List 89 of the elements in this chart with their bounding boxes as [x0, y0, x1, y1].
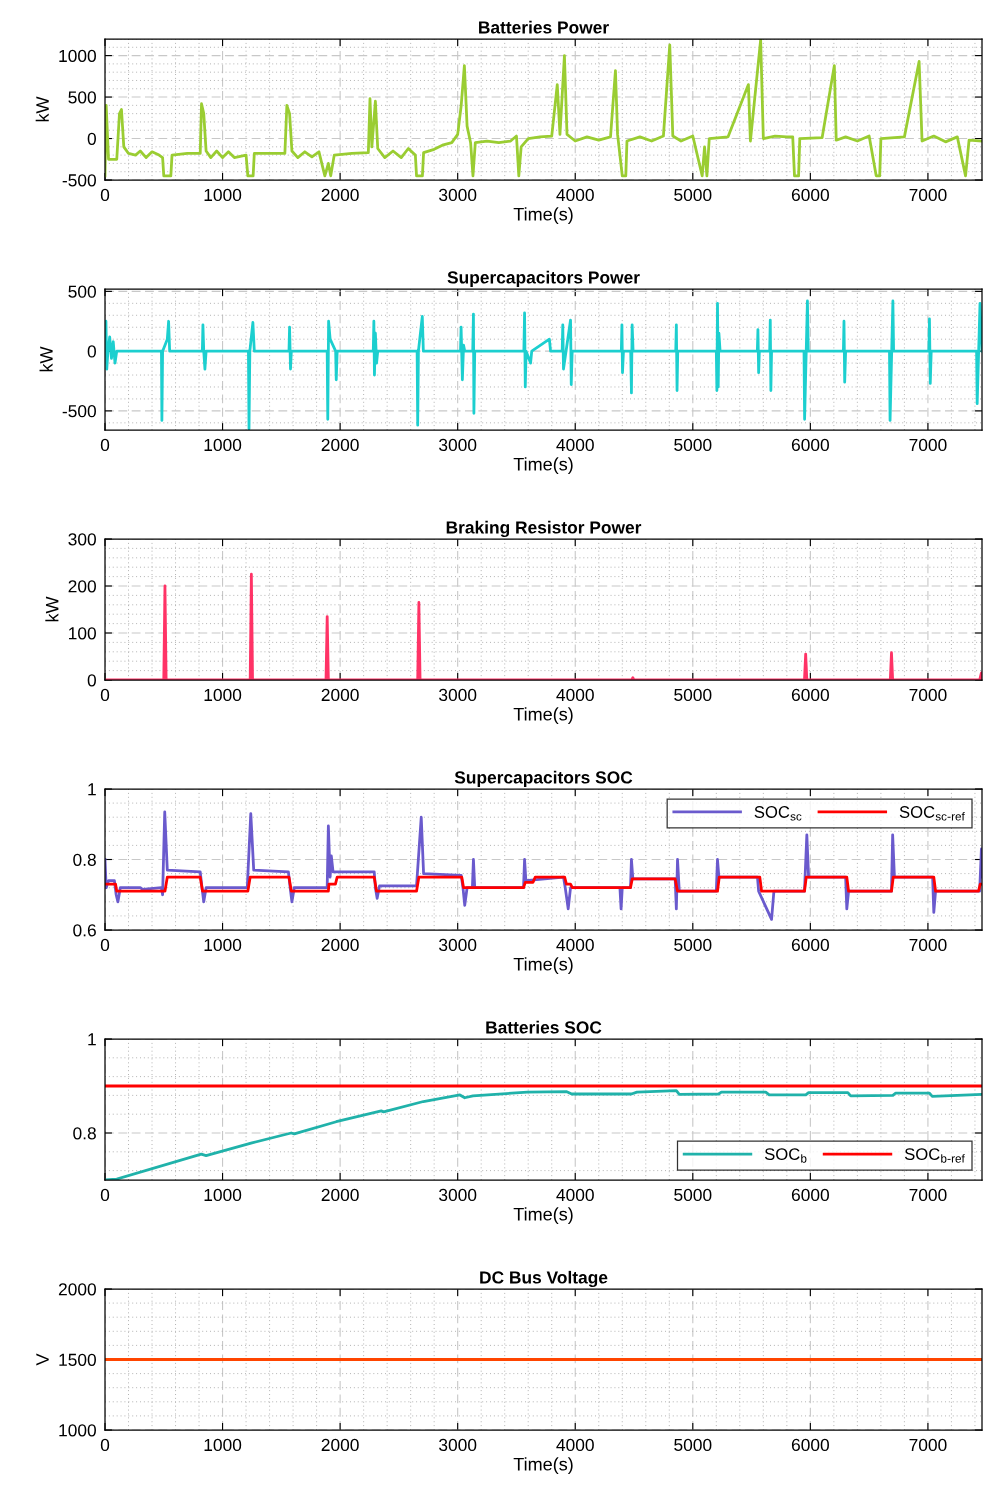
x-tick-label: 5000: [674, 1188, 712, 1202]
x-tick-label: 7000: [909, 438, 947, 452]
x-tick-label: 7000: [909, 1188, 947, 1202]
y-tick-label: 500: [68, 285, 96, 298]
x-tick-label: 0: [100, 188, 110, 202]
x-tick-label: 3000: [439, 1188, 477, 1202]
chart-title: DC Bus Voltage: [480, 1270, 608, 1288]
x-tick-label: 7000: [909, 188, 947, 202]
x-tick-label: 3000: [439, 938, 477, 952]
y-tick-label: 0: [87, 674, 96, 687]
x-tick-label: 3000: [439, 688, 477, 702]
chart-title: Braking Resistor Power: [446, 520, 642, 538]
legend-label: SOC$_{sc}$: [754, 806, 802, 821]
x-tick-label: 2000: [321, 438, 359, 452]
x-tick-label: 3000: [439, 1438, 477, 1452]
legend-label: SOC$_{sc-ref}$: [899, 806, 965, 821]
x-axis-title: Time(s): [513, 1207, 573, 1225]
y-tick-label: 200: [68, 580, 96, 593]
y-axis-title: kW: [39, 346, 53, 372]
y-tick-label: -500: [62, 405, 96, 418]
y-tick-label: 300: [68, 533, 96, 546]
x-tick-label: 7000: [909, 938, 947, 952]
x-tick-label: 3000: [439, 188, 477, 202]
x-tick-label: 4000: [556, 938, 594, 952]
x-tick-label: 0: [100, 1438, 110, 1452]
x-tick-label: 6000: [791, 938, 829, 952]
x-tick-label: 4000: [556, 1438, 594, 1452]
x-axis-title: Time(s): [513, 1457, 573, 1475]
x-tick-label: 7000: [909, 1438, 947, 1452]
x-tick-label: 7000: [909, 688, 947, 702]
x-tick-label: 0: [100, 438, 110, 452]
x-tick-label: 2000: [321, 688, 359, 702]
line-series: [105, 875, 982, 893]
x-axis-title: Time(s): [513, 957, 573, 975]
y-tick-label: 100: [69, 627, 96, 640]
y-tick-label: 0: [87, 132, 96, 145]
legend-label: SOC$_{b-ref}$: [904, 1148, 965, 1163]
y-tick-label: 500: [68, 91, 96, 104]
x-tick-label: 1000: [204, 188, 242, 202]
x-tick-label: 6000: [791, 1438, 829, 1452]
x-tick-label: 4000: [556, 688, 594, 702]
x-tick-label: 2000: [321, 938, 359, 952]
y-tick-label: 1500: [59, 1353, 96, 1366]
x-tick-label: 1000: [204, 1438, 242, 1452]
x-axis-title: Time(s): [513, 707, 573, 725]
x-tick-label: 6000: [791, 688, 829, 702]
x-tick-label: 4000: [556, 188, 594, 202]
x-tick-label: 6000: [791, 1188, 829, 1202]
y-axis-title: kW: [45, 596, 59, 622]
chart-title: Batteries SOC: [486, 1020, 602, 1034]
legend-label: SOC$_{b}$: [764, 1148, 807, 1163]
x-tick-label: 2000: [321, 188, 359, 202]
x-axis-title: Time(s): [513, 457, 573, 475]
chart-title: Supercapacitors Power: [447, 270, 640, 288]
chart-title: Supercapacitors SOC: [454, 770, 633, 788]
x-tick-label: 5000: [674, 188, 712, 202]
y-tick-label: 2000: [58, 1283, 96, 1296]
x-tick-label: 0: [100, 1188, 110, 1202]
x-tick-label: 0: [100, 688, 110, 702]
x-tick-label: 2000: [321, 1188, 359, 1202]
x-tick-label: 0: [100, 938, 110, 952]
x-tick-label: 1000: [204, 1188, 242, 1202]
y-tick-label: 0.8: [73, 1127, 96, 1140]
x-tick-label: 5000: [674, 938, 712, 952]
x-tick-label: 5000: [674, 688, 712, 702]
y-axis-title: V: [36, 1353, 49, 1366]
x-axis-title: Time(s): [513, 207, 573, 225]
x-tick-label: 1000: [204, 688, 242, 702]
chart-title: Batteries Power: [479, 20, 609, 34]
y-tick-label: 1: [88, 1033, 96, 1046]
x-tick-label: 5000: [674, 438, 712, 452]
x-tick-label: 4000: [556, 1188, 594, 1202]
y-tick-label: 1000: [59, 49, 96, 63]
line-series: [105, 39, 982, 178]
y-axis-title: kW: [35, 96, 49, 122]
x-tick-label: 6000: [791, 188, 829, 202]
y-tick-label: 1000: [59, 1424, 96, 1437]
y-tick-label: 1: [88, 783, 96, 796]
y-tick-label: -500: [62, 174, 96, 187]
x-tick-label: 1000: [204, 938, 242, 952]
x-tick-label: 2000: [321, 1438, 359, 1452]
x-tick-label: 4000: [556, 438, 594, 452]
x-tick-label: 5000: [674, 1438, 712, 1452]
x-tick-label: 1000: [204, 438, 242, 452]
x-tick-label: 6000: [791, 438, 829, 452]
y-tick-label: 0: [87, 345, 96, 358]
y-tick-label: 0.6: [73, 924, 96, 937]
y-tick-label: 0.8: [73, 853, 96, 866]
x-tick-label: 3000: [439, 438, 477, 452]
